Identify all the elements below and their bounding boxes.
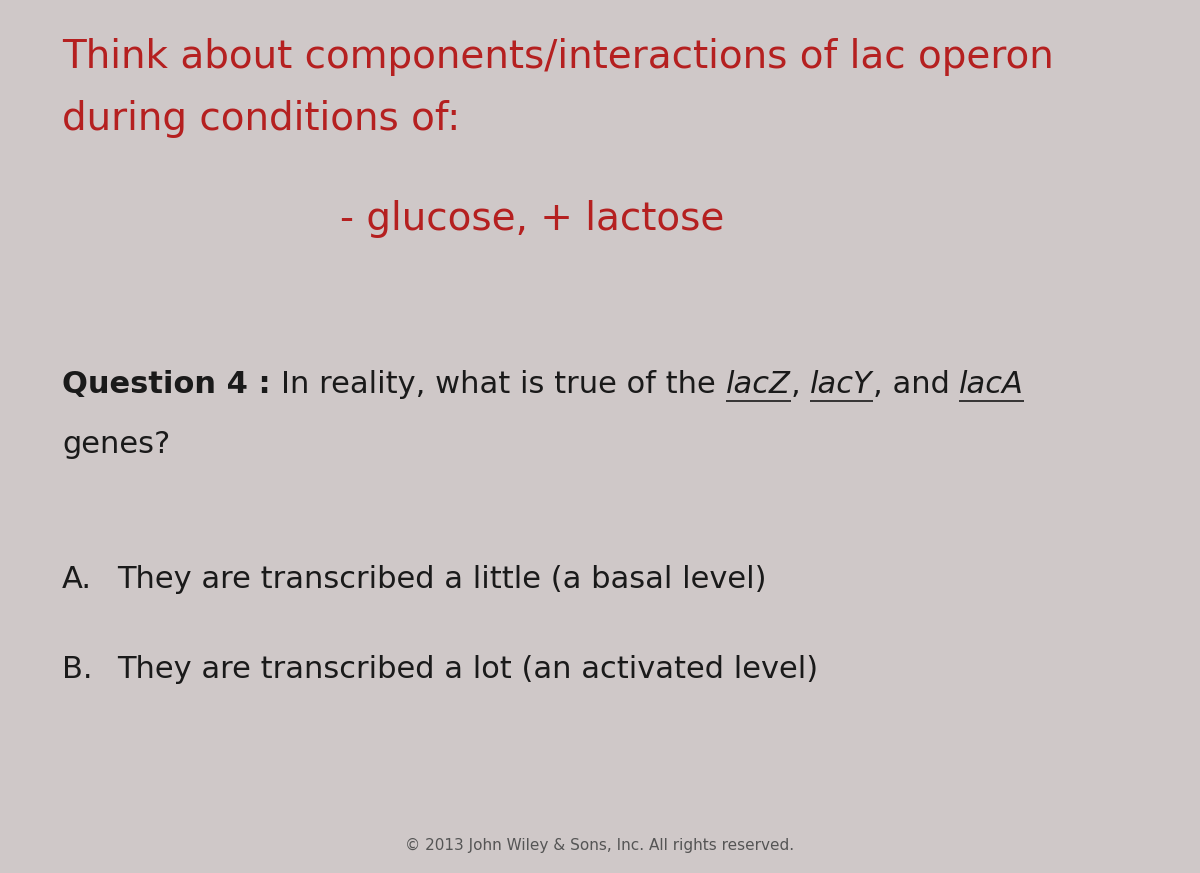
Text: Question 4 :: Question 4 :	[62, 370, 281, 399]
Text: ,: ,	[791, 370, 810, 399]
Text: They are transcribed a little (a basal level): They are transcribed a little (a basal l…	[118, 565, 767, 594]
Text: B.: B.	[62, 655, 92, 684]
Text: lacA: lacA	[959, 370, 1025, 399]
Text: In reality, what is true of the: In reality, what is true of the	[281, 370, 726, 399]
Text: lacZ: lacZ	[726, 370, 791, 399]
Text: - glucose, + lactose: - glucose, + lactose	[340, 200, 725, 238]
Text: genes?: genes?	[62, 430, 170, 459]
Text: They are transcribed a lot (an activated level): They are transcribed a lot (an activated…	[118, 655, 818, 684]
Text: A.: A.	[62, 565, 92, 594]
Text: , and: , and	[872, 370, 959, 399]
Text: lacY: lacY	[810, 370, 872, 399]
Text: during conditions of:: during conditions of:	[62, 100, 461, 138]
Text: Think about components/interactions of lac operon: Think about components/interactions of l…	[62, 38, 1054, 76]
Text: © 2013 John Wiley & Sons, Inc. All rights reserved.: © 2013 John Wiley & Sons, Inc. All right…	[406, 838, 794, 853]
